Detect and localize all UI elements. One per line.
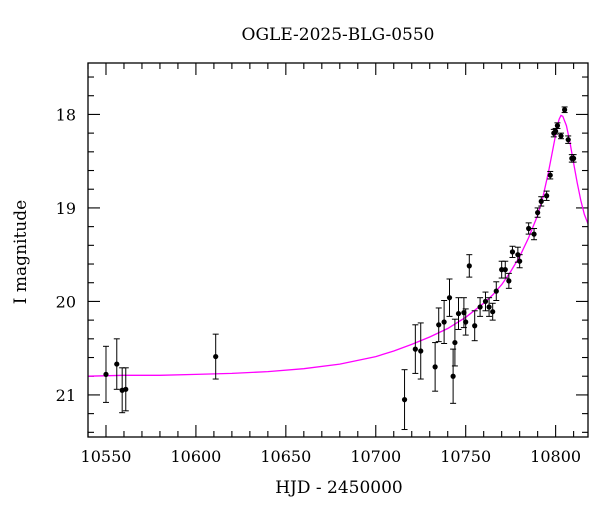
data-point	[535, 210, 541, 216]
data-point	[446, 295, 453, 301]
data-point	[103, 371, 109, 377]
data-point	[554, 123, 561, 129]
data-point	[452, 339, 458, 346]
data-point	[463, 319, 469, 325]
data-point	[450, 373, 456, 379]
model-curve	[87, 114, 589, 377]
data-point	[502, 267, 508, 273]
x-tick-label: 10800	[530, 447, 581, 466]
data-point	[506, 278, 512, 284]
x-tick-label: 10600	[170, 447, 221, 466]
y-tick-label: 18	[56, 105, 76, 124]
data-point	[499, 267, 505, 273]
axis-ticks	[87, 63, 588, 437]
data-point	[544, 193, 550, 199]
data-point	[531, 231, 537, 237]
data-point	[114, 361, 120, 367]
data-point	[553, 128, 559, 134]
data-point	[517, 258, 523, 264]
data-points-layer	[102, 106, 577, 431]
model-curve-layer	[87, 114, 589, 377]
data-point	[455, 310, 462, 317]
data-point	[490, 309, 496, 315]
data-point	[547, 172, 553, 178]
data-point	[486, 304, 492, 310]
data-point	[436, 322, 442, 328]
data-point	[401, 397, 408, 403]
data-point	[432, 364, 438, 370]
data-point	[472, 323, 478, 329]
data-point	[538, 198, 544, 204]
data-point	[509, 249, 516, 255]
data-point	[562, 107, 568, 113]
data-point	[477, 304, 483, 310]
data-point	[466, 263, 472, 269]
data-point	[526, 225, 532, 232]
x-tick-label: 10650	[260, 447, 311, 466]
data-point	[213, 353, 219, 360]
data-point	[565, 137, 571, 143]
x-axis-label: HJD - 2450000	[275, 478, 403, 498]
y-tick-label: 20	[56, 292, 76, 311]
y-tick-label: 19	[56, 199, 76, 218]
x-tick-label: 10750	[440, 447, 491, 466]
y-axis-label: I magnitude	[11, 200, 31, 304]
data-point	[558, 133, 564, 139]
x-tick-label: 10700	[350, 447, 401, 466]
data-point	[418, 348, 424, 354]
chart-title: OGLE-2025-BLG-0550	[242, 25, 435, 45]
data-point	[493, 288, 499, 294]
x-tick-label: 10550	[81, 447, 132, 466]
data-point	[123, 386, 129, 392]
y-tick-label: 21	[56, 386, 76, 405]
plot-frame	[87, 62, 589, 438]
data-point	[482, 298, 489, 305]
data-point	[412, 346, 418, 352]
data-point	[571, 155, 577, 161]
data-point	[441, 319, 447, 325]
tick-labels: 10550 10600 10650 10700 10750 10800 18 19 20 21	[56, 105, 581, 466]
